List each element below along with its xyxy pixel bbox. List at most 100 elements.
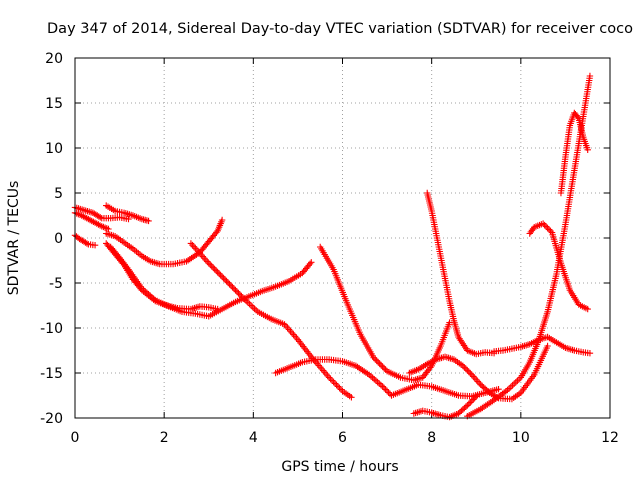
data-point	[224, 279, 232, 286]
data-point	[382, 386, 389, 393]
series-arc-17	[557, 109, 591, 197]
data-point	[373, 357, 380, 364]
data-point	[468, 371, 475, 378]
data-point	[539, 220, 547, 227]
data-point	[380, 384, 388, 392]
data-point	[218, 273, 226, 280]
data-point	[337, 386, 345, 393]
data-point	[377, 362, 385, 369]
data-point	[544, 342, 551, 350]
data-point	[509, 382, 516, 389]
data-point	[217, 272, 224, 279]
data-point	[115, 253, 122, 260]
data-point	[545, 226, 553, 233]
data-point	[239, 294, 247, 301]
data-point	[461, 364, 468, 371]
series-arc-14	[490, 333, 594, 357]
data-point	[187, 240, 195, 247]
data-point	[505, 385, 513, 392]
x-tick-label: 2	[160, 430, 169, 446]
data-point	[455, 410, 462, 417]
data-point	[227, 282, 235, 289]
y-tick-label: 20	[45, 51, 63, 67]
data-point	[383, 387, 391, 395]
data-point	[495, 386, 502, 393]
data-point	[232, 287, 239, 294]
data-point	[584, 305, 591, 313]
x-tick-label: 8	[427, 430, 436, 446]
data-point	[348, 394, 355, 401]
data-point	[125, 215, 132, 223]
data-point	[468, 397, 475, 405]
data-point	[226, 281, 233, 288]
data-point	[334, 383, 342, 390]
data-point	[461, 404, 468, 412]
data-point	[213, 229, 220, 236]
data-point	[83, 240, 91, 247]
data-point	[325, 374, 333, 381]
data-point	[470, 396, 477, 403]
data-point	[249, 303, 256, 311]
y-tick-label: 0	[54, 231, 63, 247]
data-point	[547, 227, 554, 235]
data-point	[251, 305, 258, 312]
y-tick-label: -5	[49, 276, 63, 292]
data-point	[372, 377, 380, 384]
x-tick-labels: 0 2 4 6 8 10 12	[71, 430, 619, 446]
data-point	[462, 365, 470, 372]
data-point	[190, 243, 198, 250]
data-marks	[71, 72, 594, 421]
data-point	[215, 270, 223, 277]
data-point	[470, 373, 477, 380]
data-point	[205, 260, 212, 267]
data-point	[473, 393, 480, 400]
data-point	[462, 403, 470, 410]
data-point	[247, 302, 255, 309]
data-point	[371, 375, 378, 383]
data-point	[471, 394, 478, 402]
y-axis-label: SDTVAR / TECUs	[6, 181, 22, 296]
y-tick-label: 10	[45, 141, 63, 157]
data-point	[246, 300, 253, 308]
data-point	[374, 378, 381, 386]
data-point	[544, 224, 551, 232]
data-point	[542, 223, 550, 230]
data-point	[584, 146, 591, 153]
data-point	[586, 350, 594, 357]
data-point	[382, 366, 389, 373]
data-point	[204, 258, 211, 265]
x-tick-label: 6	[338, 430, 347, 446]
data-point	[512, 379, 520, 386]
grid	[75, 58, 610, 418]
data-point	[467, 370, 474, 377]
data-point	[211, 266, 218, 273]
data-point	[199, 253, 207, 260]
data-point	[473, 376, 480, 383]
data-point	[218, 216, 226, 224]
data-point	[474, 378, 481, 385]
data-point	[370, 354, 377, 361]
series-arc-4	[103, 202, 152, 225]
data-point	[336, 384, 343, 392]
data-point	[574, 113, 581, 121]
data-point	[379, 363, 386, 370]
data-point	[541, 221, 548, 229]
data-point	[330, 378, 337, 386]
series-arc-16	[526, 220, 591, 313]
data-point	[484, 388, 492, 395]
data-point	[214, 269, 221, 276]
y-tick-label: 15	[45, 96, 63, 112]
data-point	[91, 242, 99, 249]
data-point	[220, 275, 227, 282]
data-point	[478, 382, 486, 390]
data-point	[465, 400, 473, 408]
data-point	[229, 284, 236, 291]
data-point	[212, 267, 220, 274]
data-point	[369, 374, 376, 381]
data-point	[328, 377, 336, 384]
data-point	[308, 259, 315, 266]
y-tick-label: -15	[40, 366, 63, 382]
data-point	[459, 406, 467, 413]
data-point	[233, 288, 241, 295]
data-point	[306, 260, 314, 268]
